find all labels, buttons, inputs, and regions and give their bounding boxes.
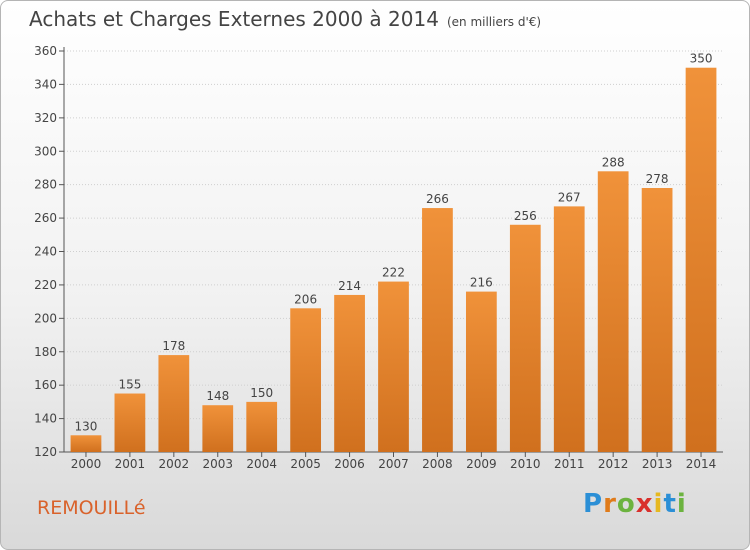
x-tick-label: 2013 [642, 457, 673, 471]
y-tick-label: 200 [34, 311, 57, 325]
labels: 120 140 160 180 200 220 240 260 280 300 320 340 360 2… [34, 44, 716, 471]
logo-letter: x [635, 489, 654, 519]
bar-2006 [334, 294, 365, 452]
bar-2004 [246, 401, 278, 452]
value-label-2000: 130 [75, 419, 98, 433]
bar-2001 [114, 393, 146, 452]
bar-2008 [422, 208, 453, 452]
x-tick-label: 2003 [202, 457, 233, 471]
bar-2003 [202, 405, 234, 452]
x-tick-label: 2012 [598, 457, 629, 471]
x-tick-label: 2001 [115, 457, 146, 471]
y-tick-label: 280 [34, 178, 57, 192]
bar-2011 [553, 206, 585, 452]
value-label-2009: 216 [470, 276, 493, 290]
chart-subtitle: (en milliers d'€) [446, 15, 542, 29]
y-tick-label: 160 [34, 378, 57, 392]
bar-2014 [685, 67, 717, 452]
commune-name: REMOUILLé [37, 497, 146, 519]
x-tick-label: 2007 [378, 457, 409, 471]
y-tick-label: 240 [34, 245, 57, 259]
x-tick-label: 2005 [290, 457, 321, 471]
y-tick-label: 260 [34, 211, 57, 225]
y-tick-label: 220 [34, 278, 57, 292]
x-tick-label: 2004 [246, 457, 277, 471]
value-label-2010: 256 [514, 209, 537, 223]
value-label-2012: 288 [602, 155, 625, 169]
x-tick-label: 2006 [334, 457, 365, 471]
bar-2005 [290, 308, 322, 452]
chart-title: Achats et Charges Externes 2000 à 2014 (e… [29, 7, 541, 31]
y-tick-label: 300 [34, 144, 57, 158]
x-tick-label: 2014 [686, 457, 717, 471]
bar-2002 [158, 355, 190, 452]
value-label-2011: 267 [558, 190, 581, 204]
x-tick-label: 2011 [554, 457, 585, 471]
proxiti-logo[interactable]: Proxiti [583, 489, 687, 519]
y-tick-label: 320 [34, 111, 57, 125]
bars [70, 67, 717, 453]
chart-title-text: Achats et Charges Externes 2000 à 2014 [29, 7, 439, 31]
value-label-2006: 214 [338, 279, 361, 293]
logo-letter: r [603, 489, 617, 519]
y-tick-label: 120 [34, 445, 57, 459]
value-label-2005: 206 [294, 292, 317, 306]
y-tick-label: 340 [34, 77, 57, 91]
value-label-2008: 266 [426, 192, 449, 206]
value-label-2004: 150 [250, 386, 273, 400]
bar-2012 [597, 171, 629, 453]
value-label-2001: 155 [118, 378, 141, 392]
x-tick-label: 2000 [71, 457, 102, 471]
y-tick-label: 140 [34, 412, 57, 426]
logo-letter: i [653, 489, 664, 519]
value-label-2014: 350 [690, 52, 713, 66]
logo-letter: o [616, 489, 636, 519]
x-tick-label: 2008 [422, 457, 453, 471]
value-label-2007: 222 [382, 266, 405, 280]
bar-2013 [641, 188, 673, 452]
value-label-2013: 278 [646, 172, 669, 186]
y-tick-label: 180 [34, 345, 57, 359]
x-tick-label: 2002 [159, 457, 190, 471]
logo-letter: t [663, 489, 677, 519]
logo-letter: i [676, 489, 687, 519]
x-tick-label: 2010 [510, 457, 541, 471]
bar-2000 [70, 435, 102, 452]
bar-2009 [465, 291, 497, 452]
x-tick-label: 2009 [466, 457, 497, 471]
y-tick-label: 360 [34, 44, 57, 58]
logo-letter: P [583, 489, 604, 519]
value-label-2003: 148 [206, 389, 229, 403]
bar-2007 [378, 281, 409, 452]
bar-2010 [509, 224, 541, 452]
value-label-2002: 178 [162, 339, 185, 353]
